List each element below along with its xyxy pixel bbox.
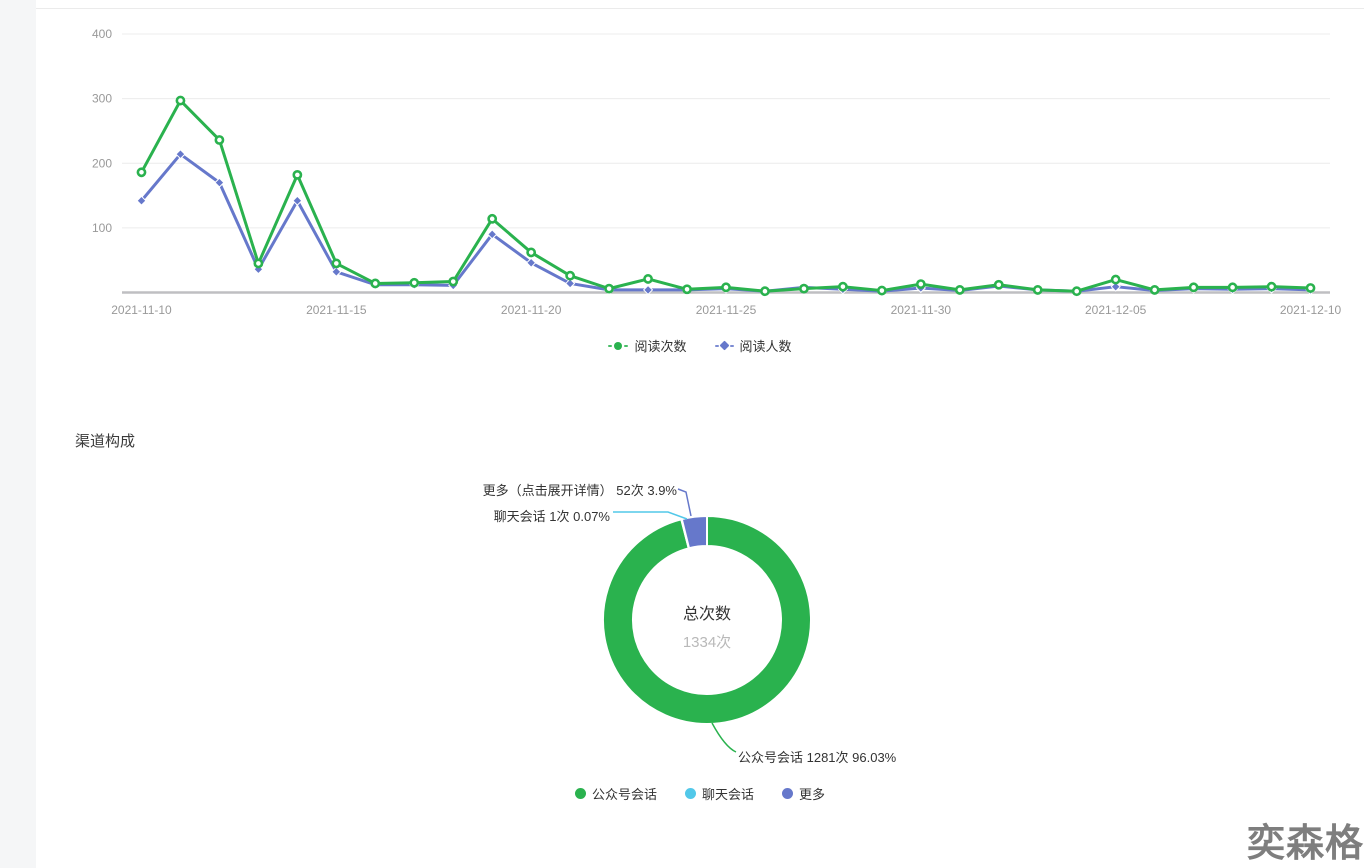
donut-chart-svg: [602, 488, 812, 753]
line-circle-legend-icon: [608, 341, 629, 350]
data-point: [292, 195, 303, 206]
leader-line-chat: [613, 511, 688, 520]
data-point: [487, 213, 498, 224]
pie-slice-公众号会话: [602, 514, 812, 725]
legend-label: 聊天会话: [701, 787, 754, 802]
purple-dot-icon: [782, 788, 793, 799]
data-point: [642, 284, 654, 296]
legend-item-official-account-session[interactable]: 公众号会话: [574, 784, 657, 803]
data-point: [409, 277, 420, 288]
data-point: [643, 274, 653, 284]
x-axis-label: 2021-11-20: [501, 303, 562, 317]
data-point: [253, 258, 264, 269]
legend-label: 公众号会话: [591, 787, 657, 802]
left-gutter: [0, 0, 36, 868]
data-point: [136, 167, 147, 178]
data-point: [760, 286, 770, 297]
data-point: [799, 283, 809, 294]
data-point: [682, 284, 692, 295]
data-point: [136, 195, 147, 206]
data-point: [565, 270, 576, 281]
legend-label: 更多: [799, 787, 826, 802]
channel-section-title: 渠道构成: [75, 433, 136, 450]
x-axis-label: 2021-11-10: [111, 303, 172, 317]
data-point: [604, 283, 614, 294]
series-line-circle: [139, 99, 1313, 293]
data-point: [993, 279, 1004, 290]
data-point: [1032, 285, 1043, 295]
line-chart-legend: 阅读次数 阅读人数: [36, 336, 1364, 355]
leader-line-main: [711, 722, 737, 753]
y-axis-label: 100: [92, 221, 112, 235]
line-diamond-legend-icon: [714, 340, 734, 351]
pie-slice-更多: [680, 514, 708, 550]
data-point: [292, 169, 303, 180]
data-point: [1188, 282, 1199, 293]
data-point: [1110, 274, 1121, 285]
x-axis-label: 2021-11-25: [696, 303, 757, 317]
legend-item-read-users[interactable]: 阅读人数: [714, 336, 792, 355]
data-point: [565, 278, 576, 289]
data-point: [526, 257, 537, 268]
x-axis-label: 2021-11-15: [306, 303, 367, 317]
legend-label: 阅读次数: [634, 339, 687, 354]
header-divider: [36, 8, 1364, 9]
data-point: [1227, 282, 1238, 293]
y-axis-label: 200: [92, 156, 112, 170]
legend-item-chat-session[interactable]: 聊天会话: [684, 784, 754, 803]
data-point: [721, 282, 731, 293]
data-point: [876, 285, 887, 296]
x-axis-label: 2021-12-05: [1085, 303, 1147, 317]
data-point: [1266, 281, 1277, 292]
pie-callout-chat-session: 聊天会话 1次 0.07%: [493, 509, 610, 524]
x-axis-label: 2021-12-10: [1280, 303, 1342, 317]
data-point: [1305, 283, 1316, 293]
data-point: [370, 278, 381, 289]
data-point: [448, 276, 459, 287]
legend-item-more[interactable]: 更多: [782, 784, 825, 803]
x-axis-label: 2021-11-30: [891, 303, 952, 317]
cyan-dot-icon: [684, 788, 696, 799]
data-point: [175, 149, 186, 160]
data-point: [1149, 285, 1160, 295]
pie-callout-official-account-session: 公众号会话 1281次 96.03%: [738, 750, 897, 765]
data-point: [838, 281, 848, 292]
leader-line-more: [677, 488, 692, 517]
data-point: [175, 95, 186, 106]
data-point: [214, 135, 225, 145]
data-point: [1110, 281, 1121, 292]
y-axis-label: 400: [92, 27, 112, 41]
watermark-logo: 奕森格: [1246, 823, 1364, 865]
data-point: [487, 229, 498, 240]
data-point: [526, 247, 537, 258]
legend-item-read-count[interactable]: 阅读次数: [608, 336, 687, 355]
data-point: [331, 258, 342, 269]
data-point: [954, 285, 965, 295]
data-point: [1071, 286, 1082, 297]
green-dot-icon: [574, 788, 586, 799]
y-axis-label: 300: [92, 92, 112, 106]
channel-donut-chart[interactable]: [0, 440, 1364, 780]
data-point: [915, 279, 926, 289]
line-chart-svg: 100 200 300 400 2021-11-10 2021-11-15 2021-11-…: [92, 27, 1342, 317]
pie-callout-more[interactable]: 更多（点击展开详情） 52次 3.9%: [482, 483, 677, 498]
read-trend-line-chart[interactable]: 100 200 300 400 2021-11-10 2021-11-15 2021-11-…: [0, 0, 1364, 326]
data-point: [331, 266, 342, 277]
data-point: [214, 177, 225, 188]
donut-legend: 公众号会话 聊天会话 更多: [36, 784, 1364, 803]
legend-label: 阅读人数: [739, 339, 792, 354]
